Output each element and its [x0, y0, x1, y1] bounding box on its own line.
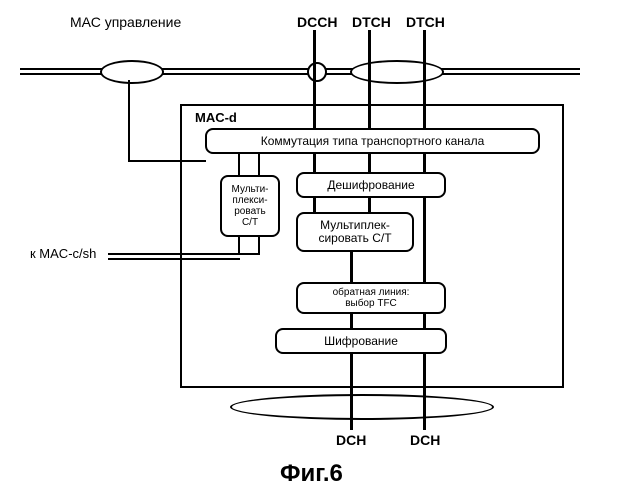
reverse-tfc-box: обратная линия: выбор TFC [296, 282, 446, 314]
to-mac-c-sh-label: к MAC-c/sh [30, 246, 96, 261]
ellipse-dtch [350, 60, 444, 84]
diagram-canvas: МАС управление DCCH DTCH DTCH MAC-d Комм… [0, 0, 622, 500]
to-mac-c-sh-h2 [108, 258, 240, 260]
mux-ct-right-text: Мультиплек- сировать С/Т [318, 219, 391, 245]
dcch-label: DCCH [297, 14, 337, 30]
dcch-v2 [313, 154, 316, 174]
dtch2-label: DTCH [406, 14, 445, 30]
mux-ct-left-box: Мульти- плекси- ровать С/Т [220, 175, 280, 237]
mux-ct-left-text: Мульти- плекси- ровать С/Т [232, 184, 269, 228]
reverse-tfc-text: обратная линия: выбор TFC [333, 287, 410, 309]
swx-to-mux-l2 [258, 154, 260, 176]
mac-ctrl-vline [128, 80, 130, 162]
swx-to-mux-l1 [238, 154, 240, 176]
to-mac-c-sh-h1 [108, 253, 260, 255]
macd-label: MAC-d [195, 110, 237, 125]
dch2-through [423, 394, 426, 430]
dtch2-v2 [423, 154, 426, 174]
cipher-text: Шифрование [324, 334, 398, 348]
decipher-text: Дешифрование [327, 178, 414, 192]
dtch1-label: DTCH [352, 14, 391, 30]
bottom-ellipse [230, 394, 494, 420]
dch2-label: DCH [410, 432, 440, 448]
decipher-box: Дешифрование [296, 172, 446, 198]
ellipse-mac-control [100, 60, 164, 84]
cipher-box: Шифрование [275, 328, 447, 354]
mux-ct-right-box: Мультиплек- сировать С/Т [296, 212, 414, 252]
switching-text: Коммутация типа транспортного канала [261, 134, 485, 148]
dch1-label: DCH [336, 432, 366, 448]
figure-caption: Фиг.6 [280, 460, 343, 488]
dtch1-v2 [368, 154, 371, 174]
mac-control-label: МАС управление [70, 14, 181, 30]
circle-dcch [307, 62, 327, 82]
mux-r-down [350, 252, 353, 284]
dch1-through [350, 394, 353, 430]
switching-box: Коммутация типа транспортного канала [205, 128, 540, 154]
